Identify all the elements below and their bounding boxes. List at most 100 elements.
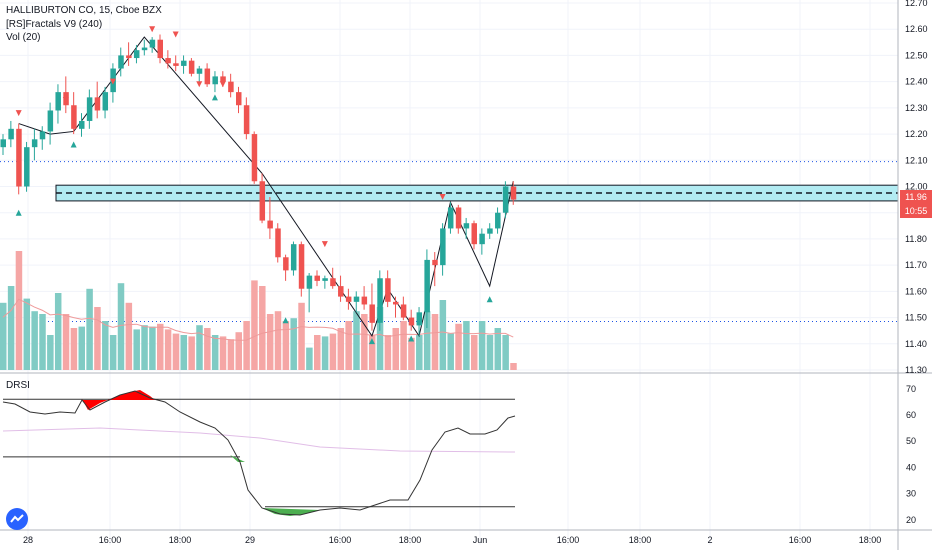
volume-bar (439, 300, 447, 370)
candle-body (259, 181, 266, 221)
candle-body (251, 134, 258, 182)
candle-body (455, 207, 462, 229)
volume-bar (353, 311, 360, 370)
fractal-down-marker (439, 193, 446, 200)
candle-body (94, 97, 101, 111)
drsi-tick-label: 40 (906, 462, 916, 472)
volume-bar (494, 328, 502, 370)
candle-body (16, 128, 22, 187)
candle-body (322, 278, 328, 281)
candle-body (416, 312, 423, 326)
volume-bar (102, 321, 109, 370)
time-tick-label: 18:00 (629, 535, 652, 545)
drsi-line (2, 390, 516, 516)
volume-bar (157, 323, 164, 370)
candle-body (471, 223, 477, 245)
price-tick-label: 11.50 (905, 313, 927, 323)
symbol-legend[interactable]: HALLIBURTON CO, 15, Cboe BZX (6, 5, 162, 16)
volume-bar (243, 321, 250, 370)
fractals-legend[interactable]: [RS]Fractals V9 (240) (6, 19, 103, 30)
fractal-down-marker (15, 110, 22, 117)
candle-body (424, 259, 430, 313)
candle-body (8, 128, 14, 140)
candle-body (314, 275, 320, 281)
candle-body (377, 278, 383, 323)
volume-legend[interactable]: Vol (20) (6, 32, 41, 43)
price-tick-label: 11.40 (905, 339, 927, 349)
price-tick-label: 12.20 (905, 129, 928, 139)
price-tick-label: 11.80 (905, 234, 927, 244)
candle-body (149, 39, 156, 48)
candle-body (47, 110, 54, 132)
countdown-tag: 10:55 (900, 204, 932, 218)
volume-bar (141, 325, 148, 370)
volume-bar (368, 335, 376, 370)
volume-bar (423, 311, 431, 370)
candles (0, 34, 517, 336)
candle-body (126, 55, 132, 59)
candle-body (361, 296, 368, 305)
drsi-tick-label: 30 (906, 489, 916, 499)
drsi-tick-label: 60 (906, 410, 916, 420)
candle-body (408, 317, 415, 326)
volume-bar (431, 314, 439, 370)
volume-bar (70, 328, 78, 370)
candle-body (283, 257, 289, 271)
candle-body (479, 233, 485, 245)
candle-body (118, 55, 124, 69)
fractal-up-marker (70, 141, 77, 148)
fractal-markers (15, 26, 493, 345)
volume-bar (23, 298, 31, 370)
price-tick-label: 12.40 (905, 77, 928, 87)
volume-bar (455, 323, 462, 370)
volume-bar (502, 335, 509, 370)
volume-bar (78, 326, 85, 370)
fractal-down-marker (172, 31, 179, 38)
volume-bar (463, 321, 470, 370)
candle-body (71, 105, 77, 129)
volume-bar (376, 307, 384, 370)
price-tick-label: 11.70 (905, 260, 927, 270)
fractal-zigzag (18, 36, 514, 338)
drsi-tick-label: 20 (906, 515, 916, 525)
price-tick-label: 12.30 (905, 103, 928, 113)
candle-body (86, 97, 93, 121)
candle-body (345, 296, 352, 302)
candle-body (275, 228, 281, 258)
candle-body (188, 60, 195, 74)
candle-body (290, 244, 297, 271)
volume-bar (86, 288, 93, 370)
candle-body (157, 39, 163, 59)
volume-bar (361, 314, 368, 370)
volume-bar (149, 326, 156, 370)
candle-body (0, 139, 6, 148)
volume-bar (196, 325, 203, 370)
time-tick-label: 16:00 (99, 535, 122, 545)
price-tick-label: 12.00 (905, 182, 928, 192)
price-tick-label: 12.60 (905, 24, 928, 34)
tradingview-logo-icon[interactable] (6, 508, 28, 530)
volume-bar (62, 314, 70, 370)
volume-bar (337, 328, 345, 370)
volume-bar (345, 321, 352, 370)
drsi-tick-label: 70 (906, 384, 916, 394)
volume-bar (0, 302, 7, 370)
time-tick-label: 29 (245, 535, 255, 545)
price-tick-label: 12.50 (905, 50, 928, 60)
drsi-legend[interactable]: DRSI (6, 380, 30, 391)
drsi-tick-label: 50 (906, 436, 916, 446)
candle-body (330, 278, 336, 287)
drsi-oversold-fill (262, 508, 320, 516)
candle-body (243, 105, 250, 135)
candle-body (39, 131, 46, 140)
volume-bar (329, 333, 337, 370)
fractal-up-marker (282, 317, 289, 324)
volume-bar (31, 311, 38, 370)
candle-body (510, 186, 517, 200)
fractal-down-marker (62, 96, 69, 103)
time-tick-label: Jun (473, 535, 488, 545)
candle-body (212, 76, 218, 85)
candle-body (338, 286, 344, 297)
